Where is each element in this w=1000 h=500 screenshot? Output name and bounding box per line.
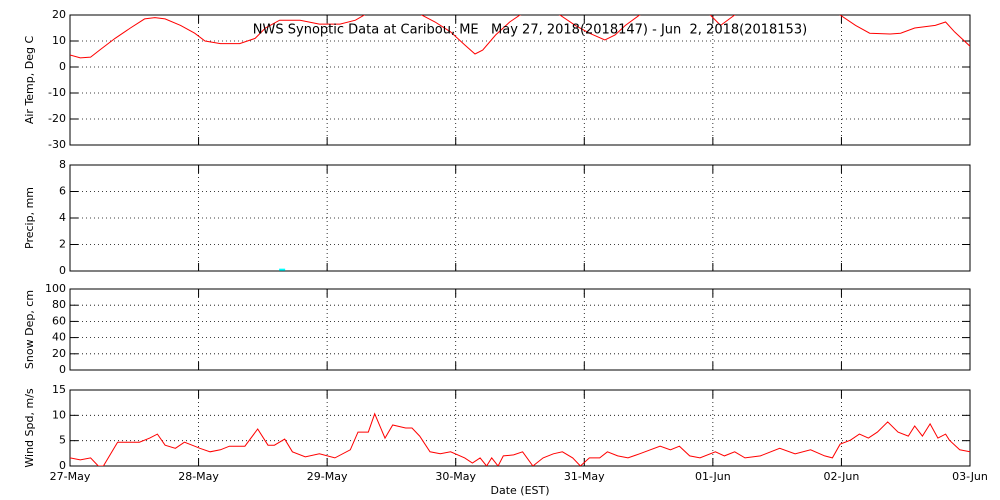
x-tick-label: 03-Jun <box>952 470 988 483</box>
y-axis-label: Snow Dep, cm <box>23 290 36 369</box>
plot-frame <box>69 288 971 371</box>
chart-title: NWS Synoptic Data at Caribou, ME May 27,… <box>253 23 807 38</box>
x-tick-label: 31-May <box>564 470 605 483</box>
y-tick-label: 0 <box>59 459 66 472</box>
y-tick-label: 2 <box>59 238 66 251</box>
x-tick-label: 28-May <box>178 470 219 483</box>
x-axis-label: Date (EST) <box>490 484 549 497</box>
y-tick-label: 40 <box>52 331 66 344</box>
y-tick-label: 10 <box>52 408 66 421</box>
y-axis-label: Air Temp, Deg C <box>23 36 36 125</box>
y-tick-label: 10 <box>52 34 66 47</box>
y-tick-label: 15 <box>52 383 66 396</box>
x-tick-label: 29-May <box>307 470 348 483</box>
y-tick-label: 6 <box>59 185 66 198</box>
plot-frame <box>69 164 971 272</box>
y-tick-label: 0 <box>59 60 66 73</box>
x-tick-label: 02-Jun <box>824 470 860 483</box>
x-tick-label: 30-May <box>435 470 476 483</box>
data-line <box>70 15 970 59</box>
y-tick-label: 4 <box>59 211 66 224</box>
bar <box>279 268 286 271</box>
x-tick-label: 27-May <box>50 470 91 483</box>
y-tick-label: 20 <box>52 8 66 21</box>
y-tick-label: 60 <box>52 314 66 327</box>
x-tick-label: 01-Jun <box>695 470 731 483</box>
y-tick-label: -20 <box>48 112 66 125</box>
y-axis-label: Wind Spd, m/s <box>23 388 36 468</box>
y-tick-label: 0 <box>59 264 66 277</box>
y-tick-label: 0 <box>59 363 66 376</box>
y-tick-label: 80 <box>52 298 66 311</box>
y-tick-label: -30 <box>48 138 66 151</box>
data-line <box>70 412 970 466</box>
y-tick-label: -10 <box>48 86 66 99</box>
y-axis-label: Precip, mm <box>23 187 36 249</box>
y-tick-label: 20 <box>52 347 66 360</box>
y-tick-label: 100 <box>45 282 66 295</box>
y-tick-label: 5 <box>59 434 66 447</box>
y-tick-label: 8 <box>59 158 66 171</box>
plot-frame <box>69 389 971 467</box>
